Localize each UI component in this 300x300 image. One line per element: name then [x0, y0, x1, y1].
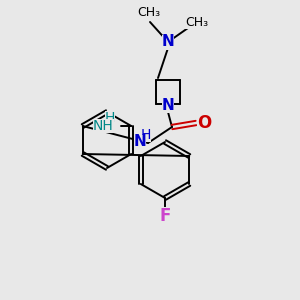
- Text: N: N: [162, 98, 174, 112]
- Text: H: H: [105, 111, 116, 125]
- Text: H: H: [141, 128, 151, 142]
- Text: F: F: [159, 207, 171, 225]
- Text: N: N: [134, 134, 146, 149]
- Text: CH₃: CH₃: [137, 7, 160, 20]
- Text: O: O: [197, 114, 211, 132]
- Text: N: N: [162, 34, 174, 50]
- Text: CH₃: CH₃: [185, 16, 208, 28]
- Text: NH: NH: [93, 119, 114, 133]
